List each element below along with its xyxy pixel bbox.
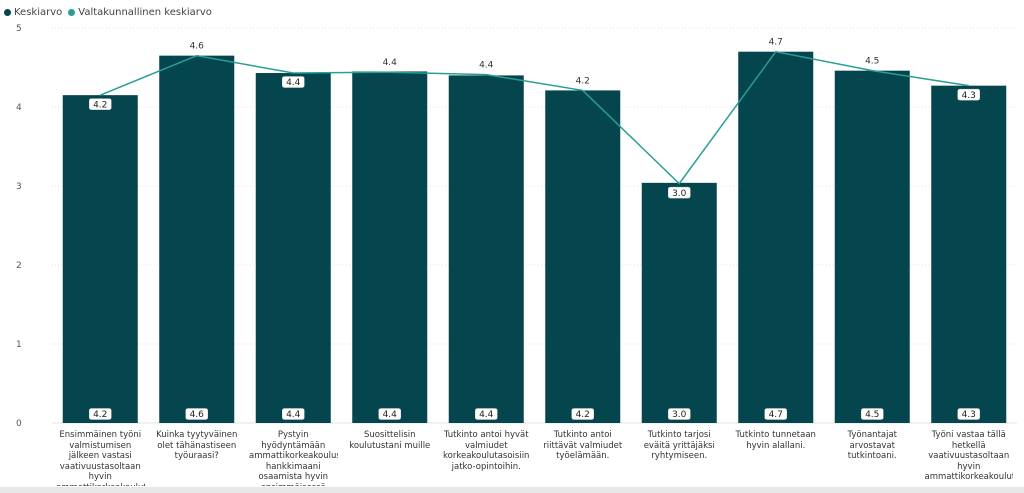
bar (62, 95, 138, 424)
bar (448, 75, 524, 424)
line-point-label: 4.5 (865, 57, 879, 67)
x-category-label: Työnantajat arvostavat tutkintoani. (847, 430, 898, 461)
bar-value-label: 4.3 (962, 410, 976, 420)
x-category-label: Työni vastaa tällä hetkellä vaativuustas… (924, 430, 1014, 482)
legend-label: Valtakunnallinen keskiarvo (78, 6, 212, 18)
legend-item-valtakunnallinen[interactable]: Valtakunnallinen keskiarvo (68, 7, 212, 18)
line-point-label: 3.0 (672, 189, 687, 199)
line-point-label: 4.2 (93, 100, 107, 110)
legend-item-keskiarvo[interactable]: Keskiarvo (4, 7, 62, 18)
line-point-label: 4.2 (576, 76, 590, 86)
bar-value-label: 4.2 (93, 410, 107, 420)
line-point-label: 4.6 (190, 42, 205, 52)
x-category-label: Ensimmäinen työni valmistumisen jälkeen … (56, 430, 145, 486)
bar (159, 55, 235, 424)
legend-dot-icon (68, 8, 76, 16)
bar-value-label-box (475, 408, 498, 420)
bar-value-label-box (378, 408, 401, 420)
y-tick-label: 0 (16, 419, 22, 429)
bar-value-label-box (957, 408, 980, 420)
bar (255, 73, 331, 423)
x-category-label: Tutkinto tunnetaan hyvin alallani. (735, 430, 816, 451)
y-tick-label: 4 (16, 103, 22, 113)
line-point-label-box (957, 88, 980, 101)
bar-value-label: 4.6 (190, 410, 205, 420)
line-point-label: 4.4 (479, 61, 494, 71)
bar-value-label: 4.4 (286, 410, 301, 420)
x-category-label: Pystyin hyödyntämään ammattikorkeakoulus… (249, 430, 338, 486)
line-point-label: 4.7 (769, 38, 783, 48)
x-category-label: Tutkinto antoi hyvät valmiudet korkeakou… (443, 430, 530, 472)
line-point-label-box (282, 76, 305, 88)
bar-value-label: 4.4 (479, 410, 494, 420)
bar-value-label-box (282, 408, 305, 420)
legend-label: Keskiarvo (14, 6, 63, 18)
legend-dot-icon (4, 8, 11, 16)
series-line (99, 50, 969, 185)
line-point-label: 4.4 (383, 58, 398, 68)
bar-value-label: 4.7 (769, 410, 783, 420)
bar-value-label-box (764, 408, 787, 420)
bar-value-label-box (668, 408, 691, 420)
bar-value-label: 4.4 (383, 410, 398, 420)
bar-value-label: 3.0 (672, 410, 687, 420)
x-category-label: Suosittelisin koulutustani muille (349, 430, 431, 451)
bar-value-label: 4.2 (576, 410, 590, 420)
bottom-scroll-strip (0, 487, 1024, 493)
x-category-label: Kuinka tyytyväinen olet tähänastiseen ty… (156, 430, 238, 461)
line-point-label-box (89, 98, 112, 110)
legend: Keskiarvo Valtakunnallinen keskiarvo (4, 4, 218, 20)
y-tick-label: 1 (16, 340, 22, 350)
bar (352, 71, 428, 423)
bar (738, 51, 814, 423)
bar-value-label-box (571, 408, 594, 420)
bar (931, 85, 1007, 424)
bar-value-label-box (185, 408, 208, 420)
y-tick-label: 2 (16, 261, 22, 271)
bar-value-label: 4.5 (865, 410, 879, 420)
bar-value-label-box (89, 408, 112, 420)
bar (545, 90, 621, 423)
bar (641, 182, 717, 423)
line-point-label-box (668, 186, 691, 199)
y-tick-label: 5 (16, 24, 22, 34)
x-category-label: Tutkinto antoi riittävät valmiudet työel… (543, 430, 623, 461)
line-point-label: 4.4 (286, 78, 301, 88)
bar (834, 70, 910, 423)
line-point-label: 4.3 (962, 91, 976, 101)
bar-value-label-box (861, 408, 884, 420)
y-tick-label: 3 (16, 182, 22, 192)
x-category-label: Tutkinto tarjosi eväitä yrittäjäksi ryht… (643, 430, 715, 461)
